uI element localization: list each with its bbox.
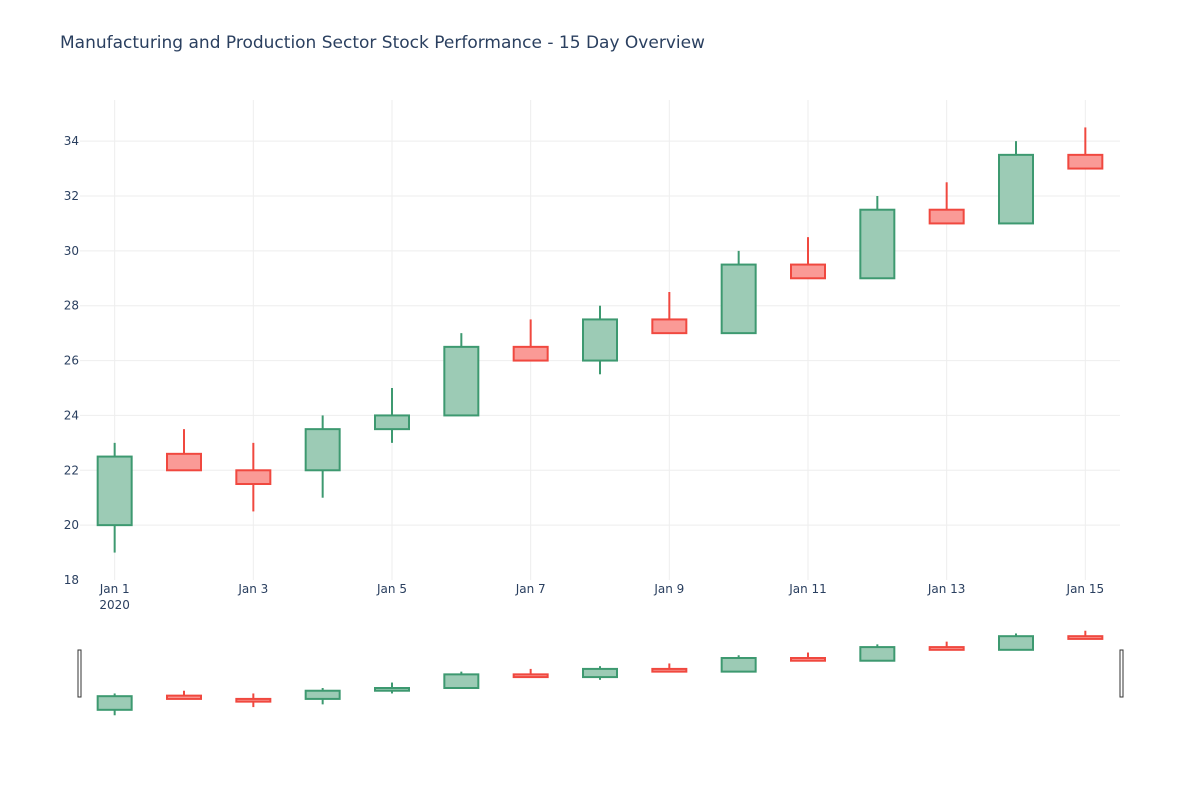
slider-candle-body	[720, 657, 757, 673]
slider-candle-body	[166, 694, 202, 700]
candle-body	[166, 452, 202, 472]
candle-body	[512, 345, 549, 362]
candle	[1067, 127, 1104, 170]
slider-candle	[582, 666, 618, 680]
x-tick-label: Jan 3	[237, 582, 268, 596]
x-tick-label: Jan 1	[99, 582, 130, 596]
slider-candle	[651, 663, 688, 673]
candle-body	[374, 414, 410, 431]
candle	[859, 196, 896, 280]
y-tick-label: 30	[64, 244, 79, 258]
slider-candle-body	[304, 689, 341, 700]
candle	[720, 250, 757, 335]
candle	[166, 429, 202, 472]
slider-candle	[374, 682, 410, 694]
candle	[998, 141, 1034, 225]
candle	[582, 305, 618, 375]
chart-title: Manufacturing and Production Sector Stoc…	[60, 33, 705, 53]
slider-candle-body	[96, 695, 133, 711]
slider-candle-body	[651, 667, 688, 673]
candle-layer	[96, 127, 1104, 553]
candle-body	[443, 345, 480, 417]
slider-candle	[96, 693, 133, 716]
candle	[235, 442, 272, 512]
candle-body	[720, 263, 757, 335]
candle-body	[235, 469, 272, 485]
slider-candle	[790, 652, 826, 662]
candle-body	[651, 318, 688, 335]
x-tick-label: Jan 11	[788, 582, 827, 596]
range-slider-left-handle[interactable]	[77, 649, 82, 698]
y-tick-label: 32	[64, 189, 79, 203]
candle	[374, 388, 410, 443]
slider-candle-body	[374, 687, 410, 692]
slider-candle	[1067, 630, 1104, 640]
x-tick-sublabel: 2020	[99, 598, 130, 612]
slider-candle	[512, 668, 549, 679]
y-tick-label: 34	[64, 134, 79, 148]
slider-candle-body	[998, 635, 1034, 651]
candle-body	[304, 428, 341, 472]
y-tick-label: 24	[64, 408, 79, 422]
candle-body	[790, 263, 826, 280]
y-tick-label: 20	[64, 518, 79, 532]
candle-body	[582, 318, 618, 362]
candle	[928, 182, 965, 225]
axis-layer: 18 20 22 24 26 28 30 32 34 Jan 1 2020 Jan 3 Jan 5 Jan…	[64, 134, 1104, 612]
slider-candle-body	[790, 657, 826, 662]
slider-candle	[720, 655, 757, 673]
candle-body	[96, 455, 133, 527]
candle	[304, 415, 341, 498]
x-tick-label: Jan 9	[653, 582, 684, 596]
range-slider-right-handle[interactable]	[1119, 649, 1124, 698]
candle	[512, 319, 549, 362]
slider-candle	[235, 693, 272, 708]
x-tick-label: Jan 13	[927, 582, 966, 596]
y-tick-label: 26	[64, 354, 79, 368]
x-tick-label: Jan 15	[1066, 582, 1105, 596]
candle	[96, 442, 133, 553]
y-tick-label: 18	[64, 573, 79, 587]
candle-body	[998, 153, 1034, 225]
slider-candle-body	[859, 646, 896, 662]
range-slider[interactable]	[77, 630, 1124, 716]
candle	[651, 292, 688, 335]
candle	[790, 237, 826, 280]
slider-candle	[443, 671, 480, 690]
slider-candle-body	[928, 646, 965, 651]
slider-candle-body	[1067, 635, 1104, 640]
x-tick-label: Jan 5	[376, 582, 407, 596]
slider-candle-body	[512, 673, 549, 679]
candle-body	[928, 208, 965, 225]
slider-candle	[928, 641, 965, 651]
slider-candle-body	[443, 673, 480, 690]
y-tick-label: 22	[64, 463, 79, 477]
candle-body	[859, 208, 896, 280]
candle	[443, 333, 480, 417]
slider-candle-body	[582, 667, 618, 679]
slider-candle	[304, 688, 341, 705]
y-tick-label: 28	[64, 299, 79, 313]
slider-candle	[166, 690, 202, 700]
x-tick-label: Jan 7	[515, 582, 546, 596]
slider-candle	[859, 644, 896, 662]
slider-candle-body	[235, 697, 272, 703]
slider-candle	[998, 633, 1034, 651]
candle-body	[1067, 153, 1104, 170]
